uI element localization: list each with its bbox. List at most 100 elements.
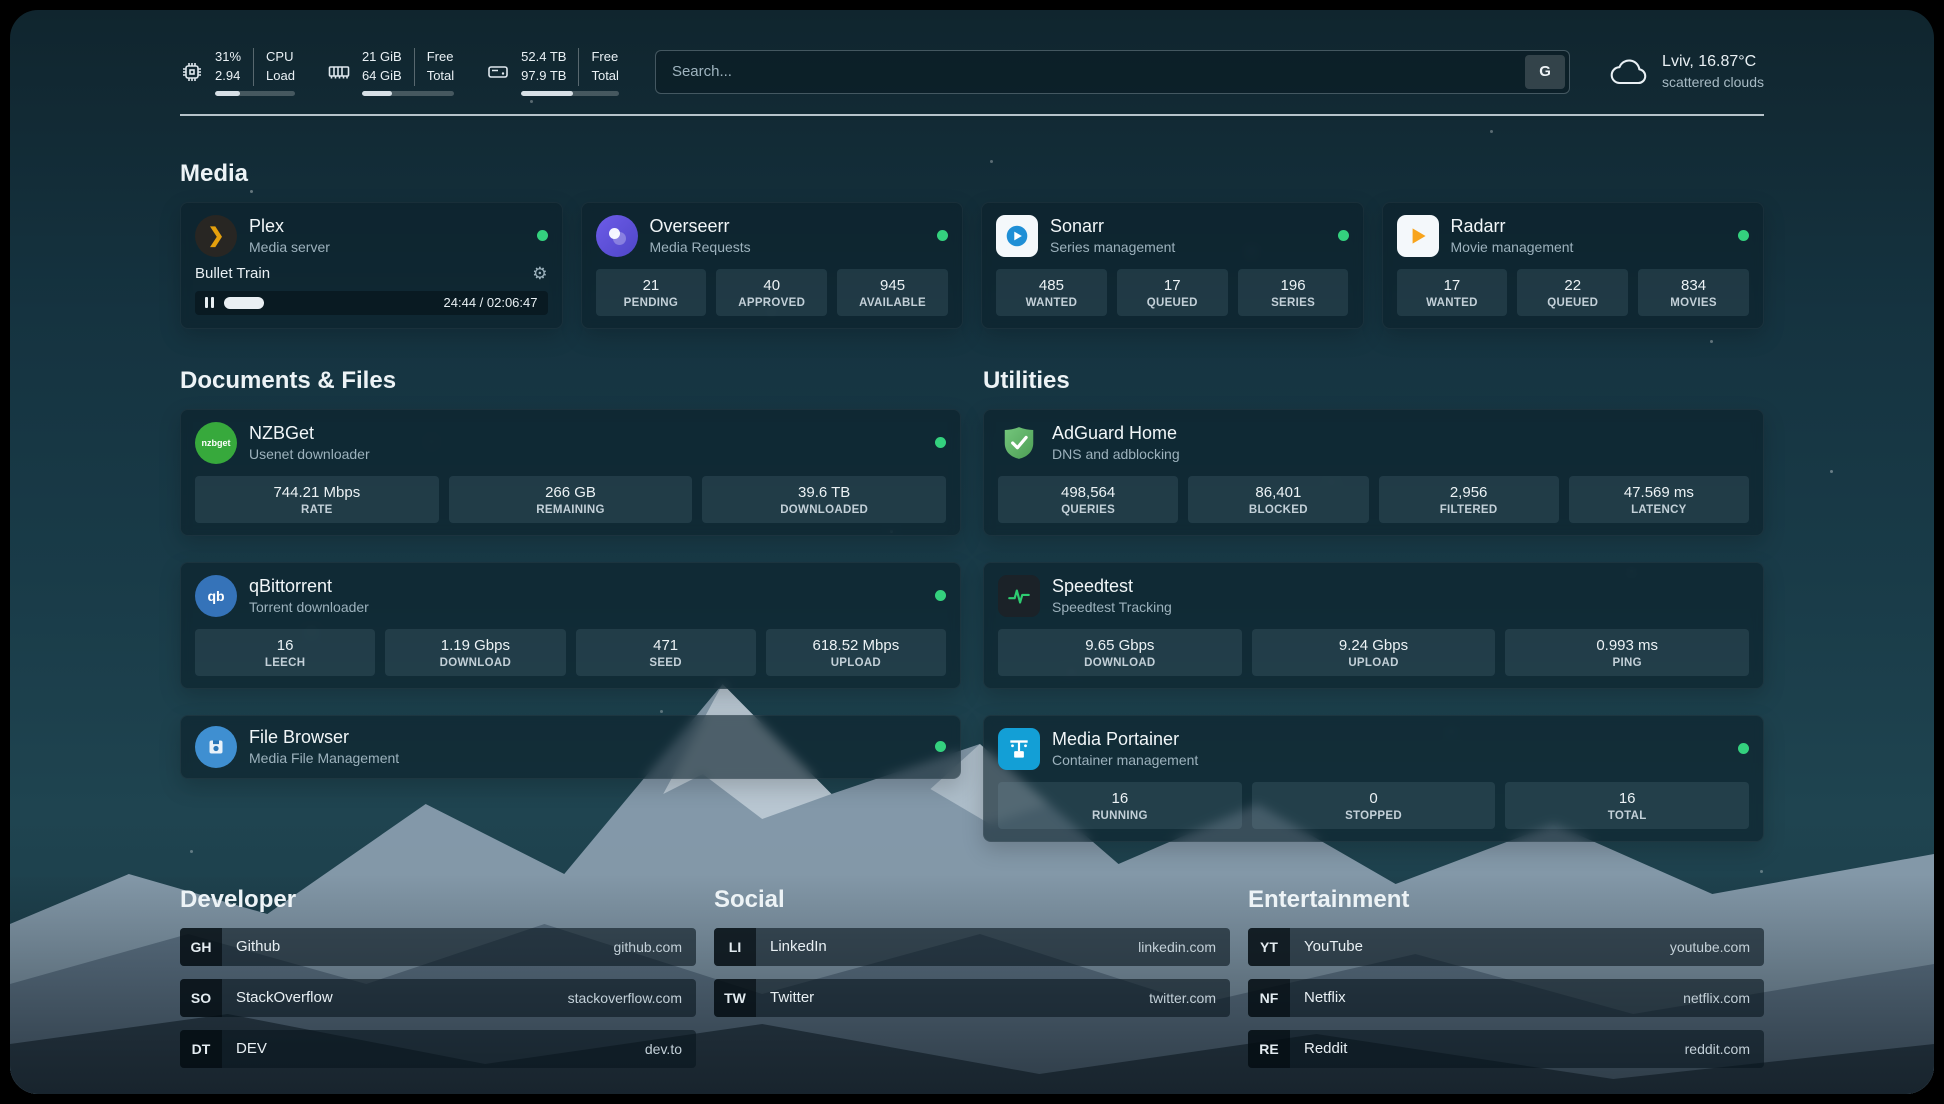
stackoverflow-icon: SO [180, 978, 222, 1017]
status-dot [937, 230, 948, 242]
speedtest-card[interactable]: Speedtest Speedtest Tracking 9.65 Gbps DO… [983, 561, 1764, 689]
service-description: Media server [249, 239, 330, 256]
service-description: Speedtest Tracking [1052, 599, 1172, 616]
bookmark-stackoverflow[interactable]: SO StackOverflow stackoverflow.com [180, 978, 696, 1017]
section-title-media: Media [180, 159, 249, 187]
stat-upload: 9.24 Gbps UPLOAD [1251, 628, 1496, 676]
plex-icon: ❯ [195, 214, 237, 257]
bookmark-youtube[interactable]: YT YouTube youtube.com [1248, 927, 1764, 966]
status-dot [536, 230, 548, 242]
cpu-values: 31% 2.94 [215, 49, 242, 83]
github-icon: GH [180, 927, 222, 966]
status-dot [935, 590, 946, 602]
weather-condition: scattered clouds [1662, 74, 1764, 91]
stat-remaining: 266 GB REMAINING [448, 475, 693, 523]
overseerr-icon [595, 214, 638, 257]
memory-values: 21 GiB 64 GiB [361, 49, 402, 83]
developer-group: Developer GH Github github.com SO StackO… [180, 848, 696, 1081]
radarr-card[interactable]: Radarr Movie management 17 WANTED 22 QUEUE… [1381, 201, 1764, 329]
dev-icon: DT [180, 1029, 222, 1068]
bookmark-reddit[interactable]: RE Reddit reddit.com [1248, 1029, 1764, 1068]
nzbget-card[interactable]: nzbget NZBGet Usenet downloader 744.21 M… [180, 408, 961, 536]
stat-stopped: 0 STOPPED [1251, 781, 1496, 829]
stat-approved: 40 APPROVED [716, 268, 828, 316]
adguard-card[interactable]: AdGuard Home DNS and adblocking 498,564 Q… [983, 408, 1764, 536]
service-description: Series management [1050, 239, 1176, 256]
filebrowser-card[interactable]: File Browser Media File Management [180, 714, 961, 779]
twitter-icon: TW [714, 978, 756, 1017]
system-monitors: 31% 2.94 CPU Load [180, 48, 619, 96]
gear-icon[interactable]: ⚙ [532, 263, 548, 283]
service-name: Sonarr [1050, 215, 1105, 236]
section-title-utilities: Utilities [983, 366, 1070, 394]
stat-queries: 498,564 QUERIES [998, 475, 1179, 523]
social-group: Social LI LinkedIn linkedin.com TW Twitt… [714, 848, 1230, 1030]
bookmark-twitter[interactable]: TW Twitter twitter.com [714, 978, 1230, 1017]
stat-series: 196 SERIES [1237, 268, 1349, 316]
service-description: Media File Management [249, 750, 400, 767]
status-dot [935, 437, 946, 449]
search-input[interactable] [654, 49, 1571, 94]
disk-widget: 52.4 TB 97.9 TB Free Total [486, 48, 619, 96]
service-name: Speedtest [1052, 575, 1134, 596]
filebrowser-icon [195, 725, 237, 768]
overseerr-card[interactable]: Overseerr Media Requests 21 PENDING 40 APP… [580, 201, 963, 329]
search-box: G [654, 49, 1571, 94]
weather-location: Lviv, 16.87°C [1662, 53, 1757, 71]
cpu-widget: 31% 2.94 CPU Load [180, 48, 295, 96]
service-description: Movie management [1450, 239, 1574, 256]
stat-download: 1.19 Gbps DOWNLOAD [385, 628, 566, 676]
bookmark-linkedin[interactable]: LI LinkedIn linkedin.com [714, 927, 1230, 966]
stat-upload: 618.52 Mbps UPLOAD [765, 628, 946, 676]
stat-seed: 471 SEED [575, 628, 756, 676]
service-description: Container management [1052, 752, 1199, 769]
cpu-progress-bar [215, 90, 295, 96]
service-description: Media Requests [649, 239, 751, 256]
playback-progress-track [224, 296, 434, 309]
now-playing-title: Bullet Train [195, 264, 271, 282]
dashboard-screen: 31% 2.94 CPU Load [10, 10, 1934, 1094]
section-title-documents: Documents & Files [180, 366, 397, 394]
disk-icon [486, 60, 510, 84]
service-name: Radarr [1450, 215, 1506, 236]
stat-queued: 22 QUEUED [1517, 268, 1629, 316]
radarr-icon [1396, 214, 1439, 257]
qbittorrent-card[interactable]: qb qBittorrent Torrent downloader 16 LEEC… [180, 561, 961, 689]
service-name: File Browser [249, 726, 350, 747]
bookmark-netflix[interactable]: NF Netflix netflix.com [1248, 978, 1764, 1017]
memory-labels: Free Total [413, 48, 454, 86]
plex-player-bar: 24:44 / 02:06:47 [195, 290, 548, 315]
cpu-icon [180, 60, 204, 84]
service-name: Media Portainer [1052, 728, 1180, 749]
qbittorrent-icon: qb [195, 574, 237, 617]
stat-latency: 47.569 ms LATENCY [1568, 475, 1749, 523]
utilities-column: Utilities [983, 329, 1764, 842]
search-engine-button[interactable]: G [1525, 54, 1566, 89]
bookmark-github[interactable]: GH Github github.com [180, 927, 696, 966]
disk-values: 52.4 TB 97.9 TB [521, 49, 567, 83]
stat-movies: 834 MOVIES [1638, 268, 1749, 316]
memory-progress-bar [361, 90, 455, 96]
middle-columns: Documents & Files nzbget NZBGet Usenet d… [180, 329, 1764, 842]
service-name: AdGuard Home [1052, 422, 1178, 443]
plex-card[interactable]: ❯ Plex Media server Bullet Train ⚙ [180, 201, 563, 329]
sonarr-card[interactable]: Sonarr Series management 485 WANTED 17 QUE… [981, 201, 1364, 329]
stat-wanted: 17 WANTED [1396, 268, 1508, 316]
service-description: Torrent downloader [249, 599, 369, 616]
pause-button[interactable] [205, 297, 214, 309]
stat-pending: 21 PENDING [595, 268, 707, 316]
service-name: Plex [249, 215, 285, 236]
memory-widget: 21 GiB 64 GiB Free Total [327, 48, 455, 96]
entertainment-group: Entertainment YT YouTube youtube.com NF … [1248, 848, 1764, 1081]
stat-running: 16 RUNNING [998, 781, 1242, 829]
documents-column: Documents & Files nzbget NZBGet Usenet d… [180, 329, 961, 779]
portainer-card[interactable]: Media Portainer Container management 16 R… [983, 714, 1764, 842]
speedtest-icon [998, 574, 1040, 617]
bookmark-dev[interactable]: DT DEV dev.to [180, 1029, 696, 1068]
service-name: Overseerr [649, 215, 730, 236]
stat-ping: 0.993 ms PING [1505, 628, 1750, 676]
stat-leech: 16 LEECH [195, 628, 376, 676]
stat-blocked: 86,401 BLOCKED [1188, 475, 1369, 523]
service-name: NZBGet [249, 422, 315, 443]
service-description: Usenet downloader [249, 446, 370, 463]
